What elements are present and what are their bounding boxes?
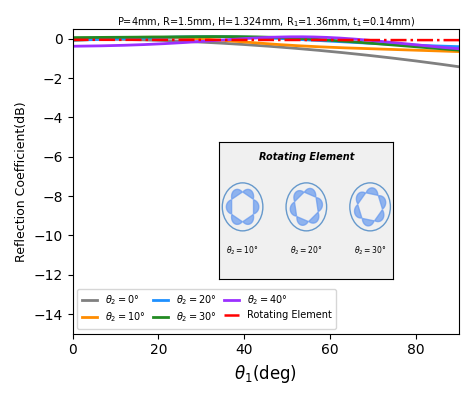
- Title: P=4mm, R=1.5mm, H=1.324mm, R$_1$=1.36mm, t$_1$=0.14mm): P=4mm, R=1.5mm, H=1.324mm, R$_1$=1.36mm,…: [117, 15, 415, 28]
- Legend: $\theta_2=0°$, $\theta_2=10°$, $\theta_2=20°$, $\theta_2=30°$, $\theta_2 =40°$, : $\theta_2=0°$, $\theta_2=10°$, $\theta_2…: [77, 289, 337, 329]
- Y-axis label: Reflection Coefficient(dB): Reflection Coefficient(dB): [15, 101, 28, 262]
- X-axis label: $\theta_1$(deg): $\theta_1$(deg): [234, 363, 297, 385]
